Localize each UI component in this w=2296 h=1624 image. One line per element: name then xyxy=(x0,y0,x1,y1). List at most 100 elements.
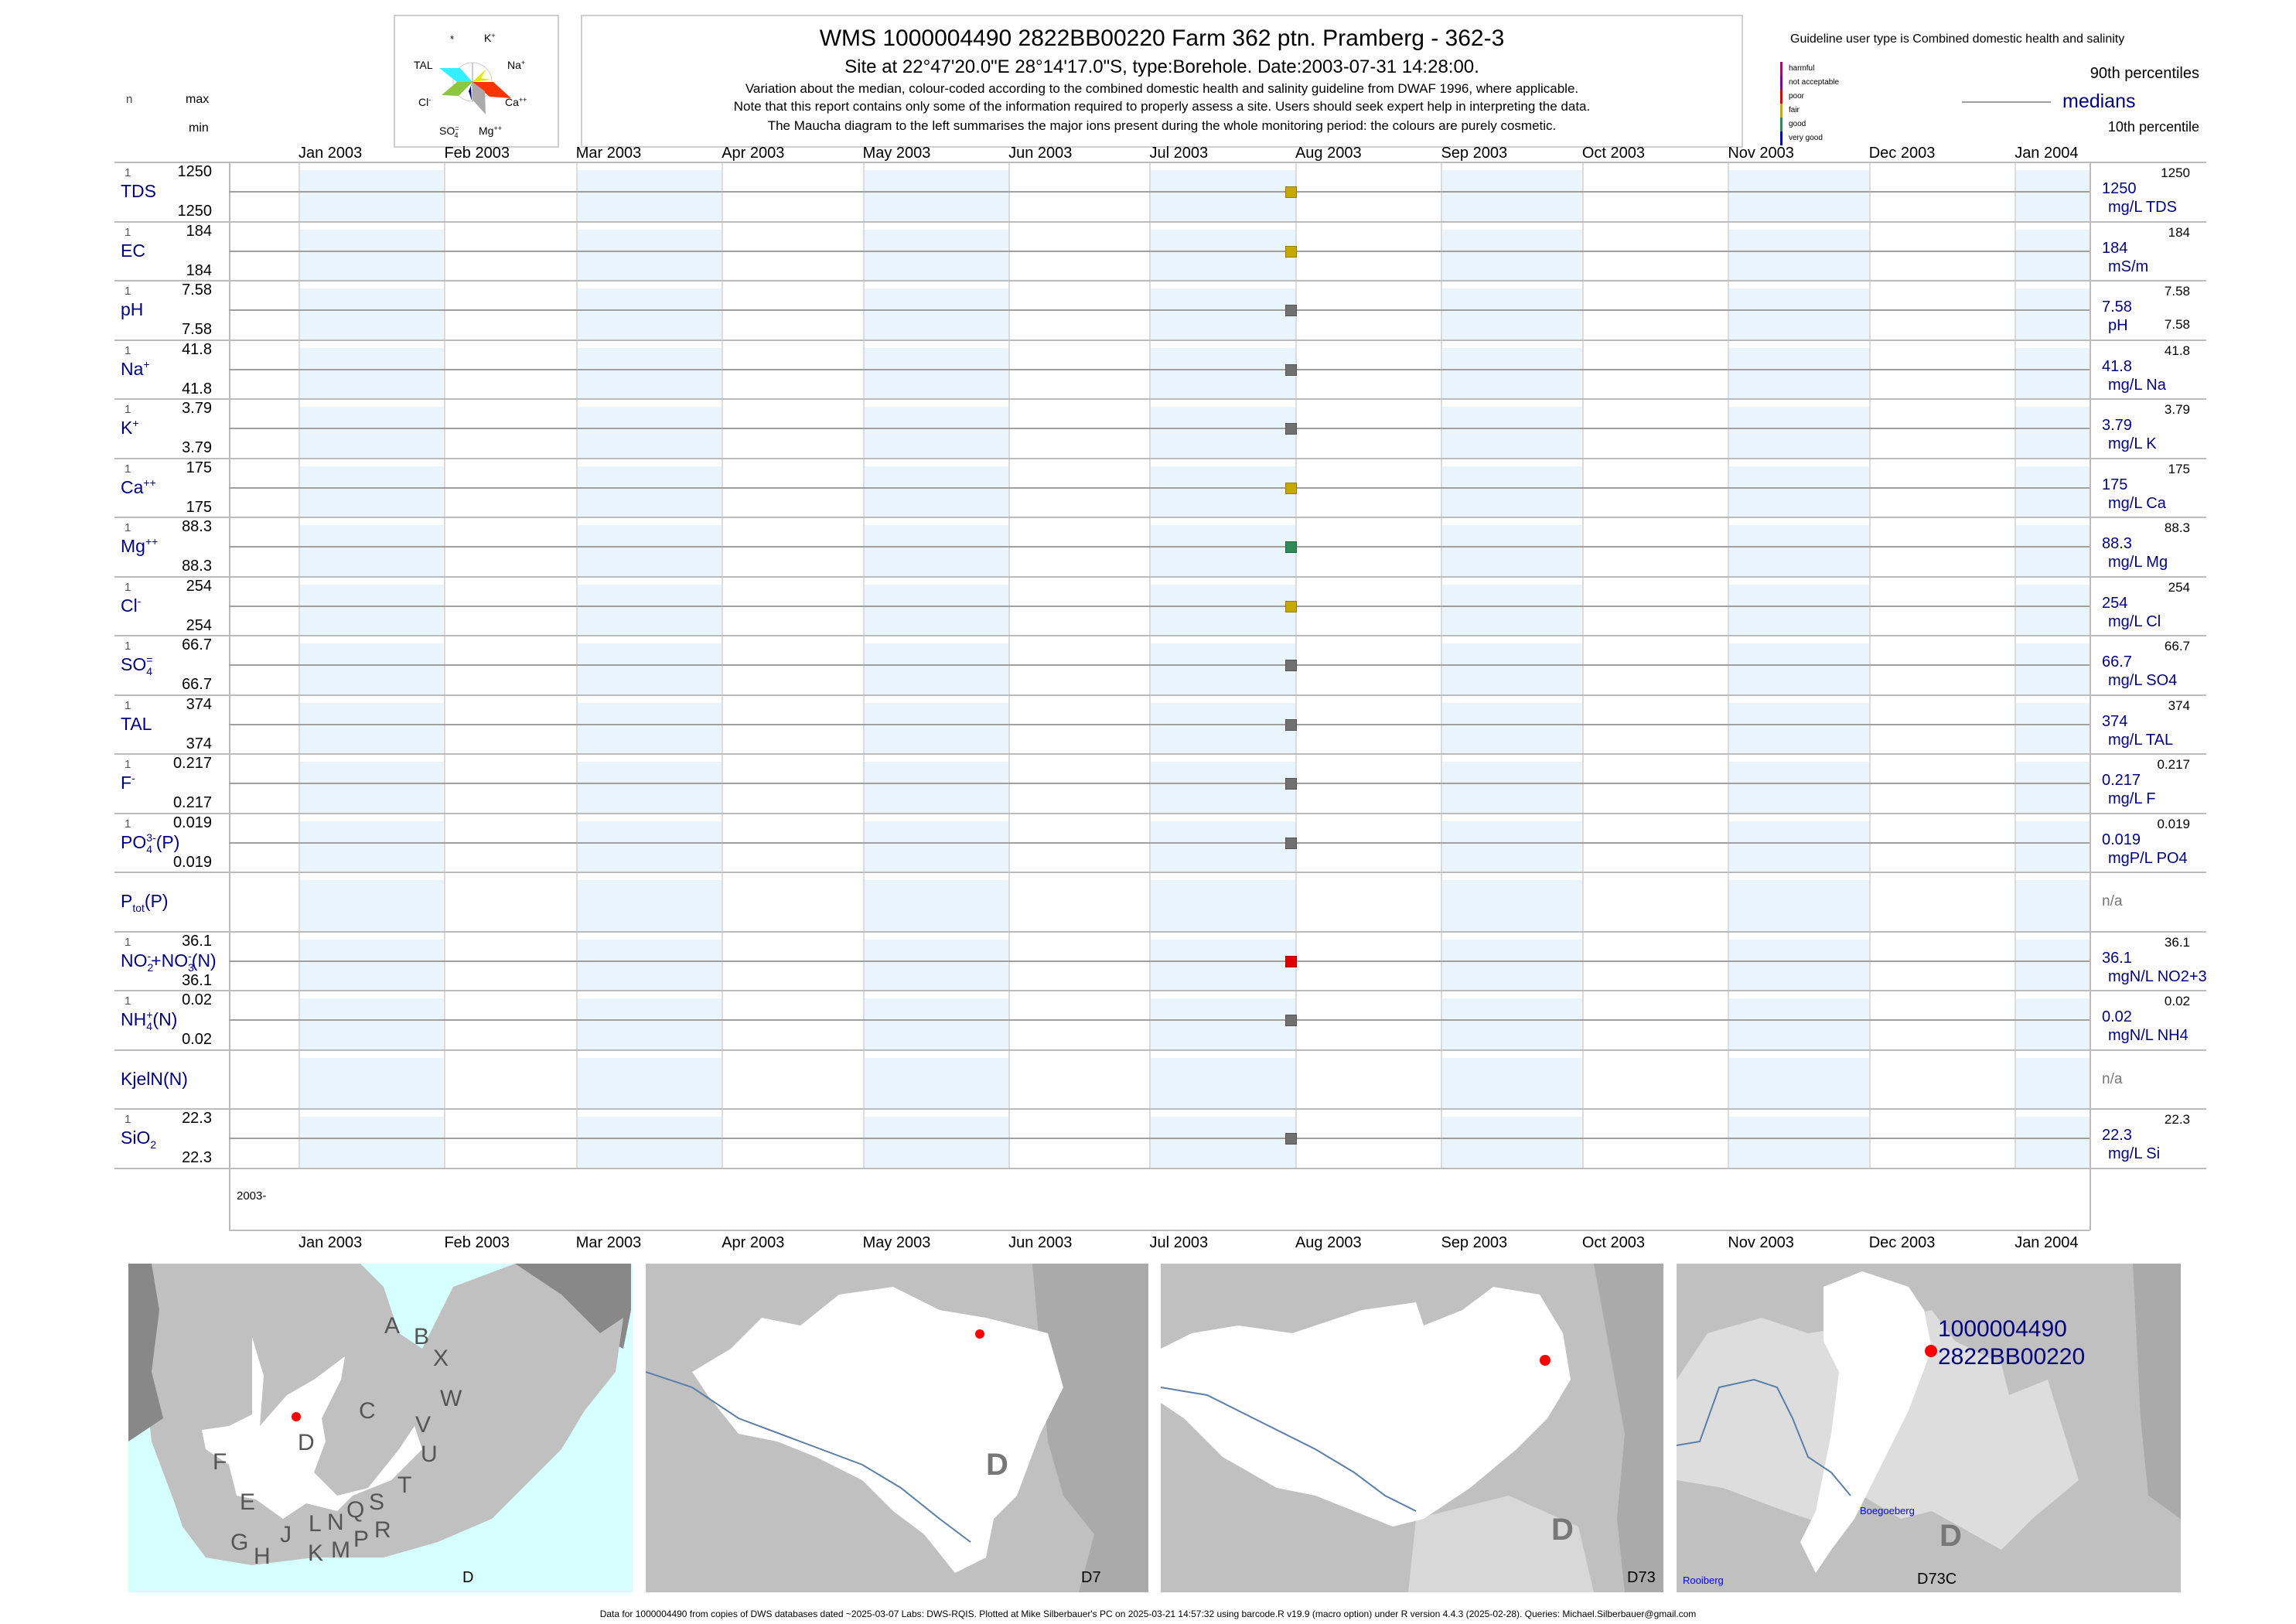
month-band xyxy=(1441,998,1582,1049)
parameter-label-ptot: Ptot(P) xyxy=(121,891,169,913)
x-tick-label-bottom: Jan 2004 xyxy=(2015,1234,2079,1251)
map-d7: D D7 xyxy=(646,1264,1148,1592)
min-value: 1250 xyxy=(177,203,213,220)
min-value: 3.79 xyxy=(182,439,212,456)
parameter-label-f: F- xyxy=(121,773,135,793)
x-tick-label-top: Dec 2003 xyxy=(1868,145,1936,162)
map4-region-label: D xyxy=(1939,1519,1962,1553)
min-value: 184 xyxy=(186,261,212,279)
p90-value: 0.02 xyxy=(2164,994,2190,1008)
month-band xyxy=(1728,229,1869,280)
maucha-label-so4: SO=4 xyxy=(439,125,459,139)
median-line xyxy=(229,309,2090,311)
month-band xyxy=(862,584,1009,635)
month-band xyxy=(2015,762,2090,813)
month-band xyxy=(299,702,445,753)
maucha-diagram: * K+ TAL Na+ Cl- Ca++ SO=4 Mg++ xyxy=(394,15,559,148)
max-value: 7.58 xyxy=(182,281,212,299)
sample-count: 1 xyxy=(125,403,131,416)
month-band xyxy=(1441,643,1582,694)
region-letter: L xyxy=(309,1511,322,1537)
map3-caption: D73 xyxy=(1627,1569,1656,1586)
row-divider xyxy=(114,220,2206,223)
p90-value: 0.019 xyxy=(2157,816,2190,831)
region-letter: S xyxy=(369,1489,385,1515)
month-band xyxy=(1728,584,1869,635)
month-band xyxy=(1149,702,1295,753)
year-label: 2003- xyxy=(237,1189,267,1203)
label-part: KjelN(N) xyxy=(121,1068,188,1089)
month-band xyxy=(1441,407,1582,458)
median-value: 7.58 xyxy=(2102,299,2132,316)
note-maucha: The Maucha diagram to the left summarise… xyxy=(767,118,1557,133)
max-value: 184 xyxy=(186,222,212,240)
month-band xyxy=(1149,939,1295,990)
x-tick-label-bottom: Mar 2003 xyxy=(575,1234,642,1251)
sample-count: 1 xyxy=(125,580,131,594)
median-line xyxy=(229,428,2090,429)
parameter-label-na: Na+ xyxy=(121,359,150,379)
max-value: 374 xyxy=(186,695,212,713)
sample-count: 1 xyxy=(125,758,131,771)
month-band xyxy=(1441,821,1582,872)
p90-value: 88.3 xyxy=(2164,520,2190,535)
month-band xyxy=(575,288,722,339)
month-band xyxy=(575,347,722,398)
median-line xyxy=(229,546,2090,548)
region-letter: B xyxy=(414,1324,430,1349)
month-band xyxy=(1441,880,1582,931)
sample-count: 1 xyxy=(125,995,131,1008)
month-band xyxy=(862,821,1009,872)
unit-label: mg/L SO4 xyxy=(2108,672,2178,689)
month-band xyxy=(575,525,722,576)
region-letter: U xyxy=(421,1441,438,1467)
unit-label: mg/L Mg xyxy=(2108,554,2168,571)
unit-label: mS/m xyxy=(2108,258,2149,275)
label-part: Cl xyxy=(121,595,138,616)
month-band xyxy=(1149,170,1295,221)
maucha-label-cl: Cl- xyxy=(418,96,432,108)
median-value: 254 xyxy=(2102,594,2128,612)
x-tick-label-bottom: Jul 2003 xyxy=(1149,1234,1209,1251)
month-band xyxy=(1441,762,1582,813)
month-band xyxy=(1149,643,1295,694)
month-band xyxy=(575,170,722,221)
month-band xyxy=(2015,229,2090,280)
legend-class-label: fair xyxy=(1789,106,1800,114)
month-band xyxy=(2015,880,2090,931)
region-letter: G xyxy=(230,1530,249,1555)
month-band xyxy=(1441,702,1582,753)
month-band xyxy=(1728,466,1869,517)
median-value: 1250 xyxy=(2102,180,2137,197)
footer-credits: Data for 1000004490 from copies of DWS d… xyxy=(599,1609,1697,1619)
min-value: 254 xyxy=(186,616,212,634)
sample-count: 1 xyxy=(125,166,131,179)
month-band xyxy=(2015,170,2090,221)
month-band xyxy=(299,939,445,990)
legend-color-0 xyxy=(1780,62,1783,76)
x-tick-label-bottom: Feb 2003 xyxy=(444,1234,510,1251)
month-band xyxy=(2015,939,2090,990)
month-band xyxy=(1728,407,1869,458)
median-line xyxy=(229,605,2090,607)
maucha-ca xyxy=(473,82,511,98)
month-band xyxy=(862,998,1009,1049)
row-divider xyxy=(114,1167,2206,1169)
label-part: +NO xyxy=(151,950,189,971)
median-line xyxy=(229,486,2090,489)
site-subtitle: Site at 22°47'20.0"E 28°14'17.0"S, type:… xyxy=(844,56,1479,77)
x-tick-label-top: Jun 2003 xyxy=(1008,145,1073,162)
page-title: WMS 1000004490 2822BB00220 Farm 362 ptn.… xyxy=(819,26,1505,51)
p90-value: 175 xyxy=(2168,461,2190,476)
month-band xyxy=(2015,702,2090,753)
x-tick-label-bottom: Sep 2003 xyxy=(1441,1234,1508,1251)
legend-color-3 xyxy=(1780,104,1783,118)
min-value: 175 xyxy=(186,498,212,516)
data-point-k xyxy=(1284,423,1297,435)
parameter-label-nh4: NH+ 4 (N) xyxy=(121,1008,178,1032)
month-band xyxy=(1728,288,1869,339)
month-band xyxy=(1441,584,1582,635)
parameter-label-po4: PO3- 4 (P) xyxy=(121,831,180,855)
row-divider xyxy=(114,162,2206,163)
median-value: 66.7 xyxy=(2102,653,2132,670)
